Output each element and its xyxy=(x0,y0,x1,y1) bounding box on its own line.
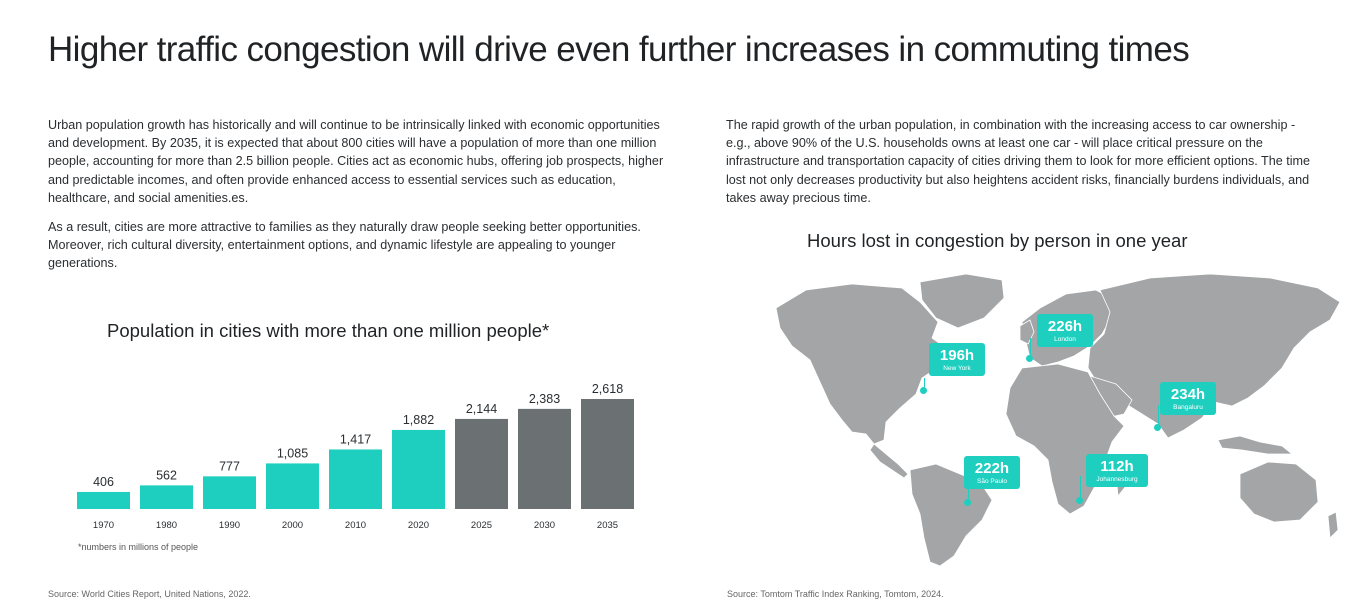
value-label-2010: 1,417 xyxy=(340,432,371,446)
value-label-2035: 2,618 xyxy=(592,382,623,396)
value-label-1990: 777 xyxy=(219,459,240,473)
category-label-2025: 2025 xyxy=(471,520,492,531)
category-label-2020: 2020 xyxy=(408,520,429,531)
london-marker xyxy=(1026,355,1033,362)
johannesburg-connector xyxy=(1080,476,1081,500)
new-zealand-shape xyxy=(1327,511,1339,539)
sao-paulo-callout: 222h São Paulo xyxy=(964,456,1020,489)
bar-2020 xyxy=(392,429,445,509)
value-label-2020: 1,882 xyxy=(403,413,434,427)
value-label-2030: 2,383 xyxy=(529,392,560,406)
sao-paulo-label: São Paulo xyxy=(977,478,1007,485)
sao-paulo-connector xyxy=(968,478,969,502)
australia-shape xyxy=(1239,461,1319,523)
johannesburg-marker xyxy=(1076,497,1083,504)
category-label-1990: 1990 xyxy=(219,520,240,531)
category-label-2010: 2010 xyxy=(345,520,366,531)
value-label-1980: 562 xyxy=(156,468,177,482)
category-label-2030: 2030 xyxy=(534,520,555,531)
category-label-2000: 2000 xyxy=(282,520,303,531)
bangaluru-label: Bangaluru xyxy=(1173,404,1203,411)
world-map xyxy=(775,273,1341,567)
sao-paulo-hours: 222h xyxy=(974,460,1010,477)
value-label-1970: 406 xyxy=(93,475,114,489)
johannesburg-callout: 112h Johannesburg xyxy=(1086,454,1148,487)
johannesburg-label: Johannesburg xyxy=(1096,476,1138,483)
north-america-shape xyxy=(775,283,947,445)
category-label-2035: 2035 xyxy=(597,520,618,531)
intro-paragraph-1: Urban population growth has historically… xyxy=(48,118,664,205)
value-label-2025: 2,144 xyxy=(466,402,497,416)
south-america-shape xyxy=(909,463,993,567)
right-source: Source: Tomtom Traffic Index Ranking, To… xyxy=(727,589,944,599)
left-source: Source: World Cities Report, United Nati… xyxy=(48,589,251,599)
bar-2030 xyxy=(518,408,571,509)
new-york-marker xyxy=(920,387,927,394)
population-bar-chart: 406 1970 562 1980 777 1990 1,085 2000 1,417 2010 1… xyxy=(77,382,634,531)
bar-2025 xyxy=(455,418,508,509)
central-america-shape xyxy=(869,443,909,479)
bangaluru-marker xyxy=(1154,424,1161,431)
new-york-label: New York xyxy=(943,365,971,372)
bar-2035 xyxy=(581,399,634,509)
category-label-1970: 1970 xyxy=(93,520,114,531)
category-label-1980: 1980 xyxy=(156,520,177,531)
london-hours: 226h xyxy=(1047,318,1083,335)
map-title: Hours lost in congestion by person in on… xyxy=(807,230,1188,251)
congestion-paragraph: The rapid growth of the urban population… xyxy=(726,118,1311,205)
bar-chart-footnote: *numbers in millions of people xyxy=(78,542,199,552)
bar-1990 xyxy=(203,476,256,509)
sao-paulo-marker xyxy=(964,499,971,506)
bangaluru-connector xyxy=(1158,405,1159,427)
bar-chart-title: Population in cities with more than one … xyxy=(107,320,550,341)
indonesia-shape xyxy=(1217,435,1294,455)
bangaluru-callout: 234h Bangaluru xyxy=(1160,382,1216,415)
london-label: London xyxy=(1054,336,1076,343)
bar-2000 xyxy=(266,463,319,509)
intro-paragraph-2: As a result, cities are more attractive … xyxy=(48,220,641,271)
value-label-2000: 1,085 xyxy=(277,446,308,460)
london-connector xyxy=(1030,338,1031,358)
bar-2010 xyxy=(329,449,382,509)
page-title: Higher traffic congestion will drive eve… xyxy=(48,30,1190,69)
greenland-shape xyxy=(919,273,1005,329)
new-york-callout: 196h New York xyxy=(929,343,985,376)
new-york-hours: 196h xyxy=(939,347,975,364)
london-callout: 226h London xyxy=(1037,314,1093,347)
bar-1980 xyxy=(140,485,193,509)
new-york-connector xyxy=(924,378,925,390)
johannesburg-hours: 112h xyxy=(1100,458,1134,475)
bar-1970 xyxy=(77,491,130,509)
bangaluru-hours: 234h xyxy=(1170,386,1206,403)
